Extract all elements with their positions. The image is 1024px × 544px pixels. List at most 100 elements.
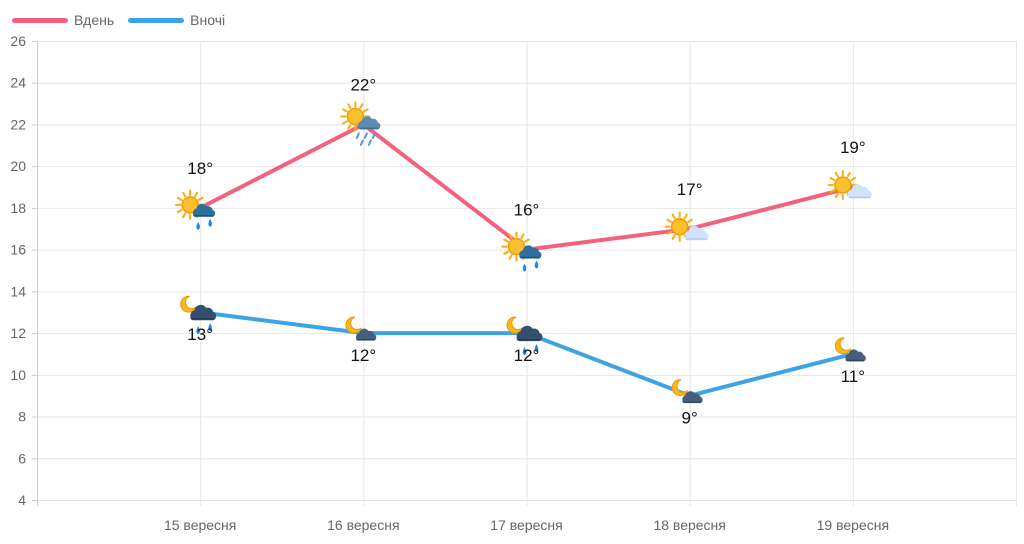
legend-item-day[interactable]: Вдень bbox=[12, 12, 114, 28]
x-axis-labels: 15 вересня 16 вересня 17 вересня 18 вересня… bbox=[164, 517, 889, 533]
sun-shape bbox=[664, 211, 695, 242]
sun-cloud-rain-icon bbox=[175, 189, 216, 230]
cloud-shape bbox=[190, 304, 217, 321]
raindrop bbox=[522, 263, 527, 272]
sun-disc bbox=[507, 237, 526, 256]
cloud-shape bbox=[358, 116, 381, 130]
legend-swatch-night bbox=[128, 17, 185, 23]
cloud-shape bbox=[845, 349, 866, 362]
sun-cloud-icon bbox=[827, 169, 872, 201]
cloud-shape bbox=[682, 391, 703, 404]
sun-ray bbox=[829, 188, 836, 194]
x-tick-label: 17 вересня bbox=[490, 517, 562, 533]
y-tick-label: 24 bbox=[10, 75, 26, 91]
legend: Вдень Вночі bbox=[12, 10, 225, 30]
data-label: 12° bbox=[514, 346, 540, 365]
moon-shape bbox=[834, 337, 852, 355]
cloud-shape bbox=[192, 203, 216, 217]
cloud-edge bbox=[518, 338, 541, 341]
sun-ray bbox=[194, 191, 199, 198]
legend-item-night[interactable]: Вночі bbox=[128, 12, 225, 28]
moon-cloud-rain-icon bbox=[180, 295, 217, 335]
sun-ray bbox=[834, 171, 839, 178]
legend-label-night: Вночі bbox=[190, 12, 226, 28]
rain-streak bbox=[363, 132, 368, 139]
y-tick-label: 26 bbox=[10, 33, 26, 49]
x-tick-label: 18 вересня bbox=[653, 517, 725, 533]
sun-cloud-heavy-rain-icon bbox=[340, 101, 381, 146]
sun-cloud-icon bbox=[664, 211, 709, 242]
rain-streak bbox=[355, 132, 360, 139]
sun-disc bbox=[181, 196, 199, 214]
cloud-edge bbox=[849, 196, 870, 198]
data-label: 11° bbox=[841, 367, 865, 386]
cloud-edge bbox=[520, 256, 540, 259]
data-label: 9° bbox=[682, 409, 698, 428]
moon-shape bbox=[180, 295, 197, 313]
sun-ray bbox=[666, 230, 673, 235]
cloud-edge bbox=[683, 401, 702, 403]
sun-ray bbox=[666, 218, 673, 223]
sun-ray bbox=[834, 192, 839, 199]
moon-cloud-icon bbox=[834, 337, 866, 362]
data-label: 16° bbox=[514, 201, 540, 220]
rain-streak bbox=[359, 139, 364, 146]
raindrop bbox=[196, 326, 200, 335]
sun-disc bbox=[834, 176, 852, 194]
sun-ray bbox=[829, 176, 836, 182]
y-tick-label: 22 bbox=[10, 116, 26, 132]
raindrop bbox=[534, 344, 539, 353]
y-tick-label: 10 bbox=[10, 367, 26, 383]
sun-disc bbox=[346, 107, 365, 126]
y-tick-label: 20 bbox=[10, 158, 26, 174]
rain-streak bbox=[371, 132, 376, 139]
sun-ray bbox=[182, 191, 187, 198]
sun-ray bbox=[362, 108, 369, 113]
sun-cloud-rain-icon bbox=[501, 231, 542, 272]
cloud-edge bbox=[359, 127, 379, 129]
sun-ray bbox=[508, 254, 513, 260]
cloud-edge bbox=[191, 318, 215, 320]
data-label: 13° bbox=[187, 325, 213, 344]
cloud-shape bbox=[684, 225, 709, 241]
cloud-shape bbox=[355, 328, 377, 341]
sun-ray bbox=[671, 234, 676, 240]
moon-cloud-icon bbox=[671, 379, 703, 404]
sun-ray bbox=[197, 196, 204, 202]
sun-ray bbox=[524, 238, 530, 243]
cloud-shape bbox=[519, 245, 542, 259]
sun-ray bbox=[359, 103, 364, 109]
sun-ray bbox=[687, 218, 693, 223]
raindrop bbox=[208, 323, 212, 332]
raindrop bbox=[208, 218, 212, 227]
y-tick-label: 6 bbox=[18, 450, 26, 466]
sun-ray bbox=[182, 212, 187, 219]
cloud-shape bbox=[847, 184, 872, 199]
sun-ray bbox=[846, 171, 851, 178]
cloud-edge bbox=[846, 359, 865, 361]
raindrop bbox=[196, 221, 200, 230]
sun-ray bbox=[671, 213, 676, 220]
sun-ray bbox=[176, 208, 183, 214]
sun-ray bbox=[342, 120, 348, 125]
cloud-edge bbox=[685, 238, 707, 240]
x-tick-label: 15 вересня bbox=[164, 517, 236, 533]
sun-ray bbox=[508, 233, 513, 240]
y-tick-label: 18 bbox=[10, 200, 26, 216]
moon-cloud-icon bbox=[345, 316, 377, 341]
moon-cloud-rain-icon bbox=[506, 316, 543, 356]
x-tick-label: 16 вересня bbox=[327, 517, 399, 533]
data-label: 22° bbox=[350, 75, 376, 94]
y-tick-label: 12 bbox=[10, 325, 26, 341]
data-label: 18° bbox=[187, 159, 213, 178]
rain-streak bbox=[367, 139, 372, 146]
y-tick-label: 16 bbox=[10, 242, 26, 258]
y-tick-label: 8 bbox=[18, 409, 26, 425]
sun-disc bbox=[670, 218, 689, 236]
legend-swatch-day bbox=[12, 17, 68, 23]
data-label: 19° bbox=[840, 138, 866, 157]
y-tick-label: 14 bbox=[10, 283, 26, 299]
sun-ray bbox=[520, 233, 525, 240]
